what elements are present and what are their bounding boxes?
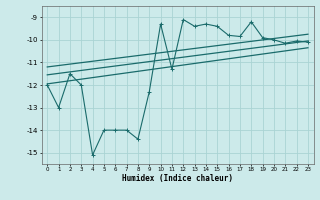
X-axis label: Humidex (Indice chaleur): Humidex (Indice chaleur) — [122, 174, 233, 183]
